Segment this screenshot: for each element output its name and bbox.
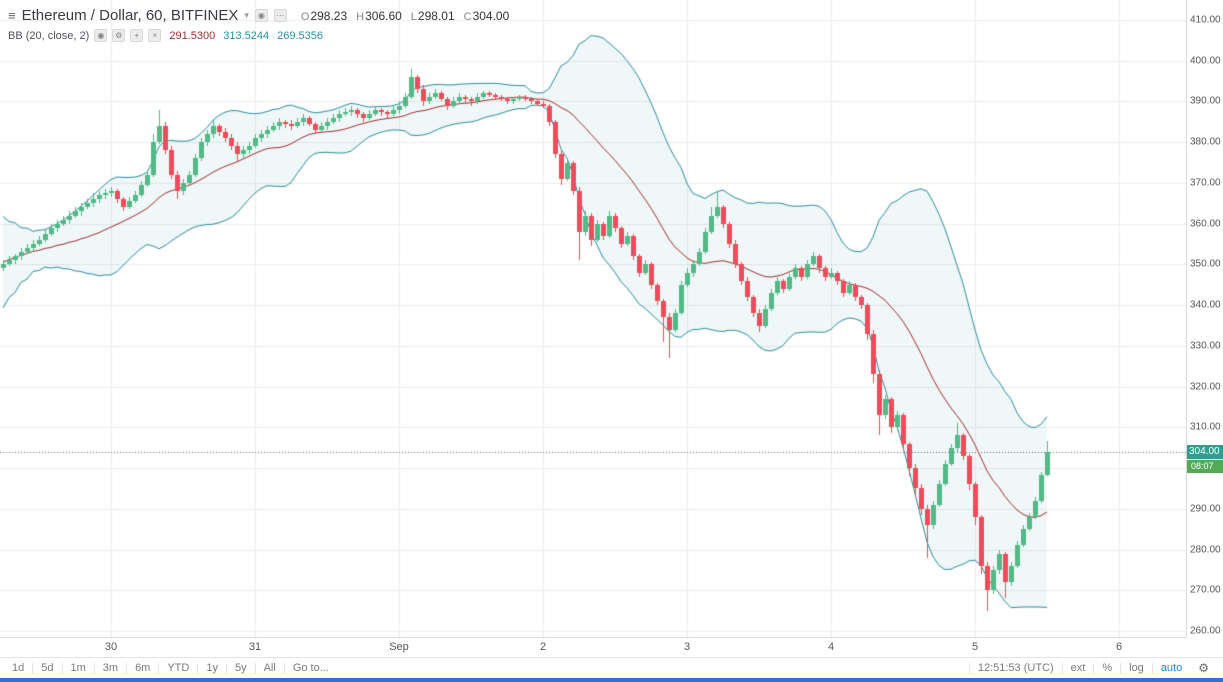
bb-eye-icon[interactable]: ◉ xyxy=(94,29,108,42)
settings-gear-icon[interactable]: ⚙ xyxy=(1198,661,1209,675)
toolbar-separator xyxy=(225,662,227,674)
indicator-label[interactable]: BB (20, close, 2) xyxy=(8,29,90,42)
symbol-dropdown-caret[interactable]: ▾ xyxy=(244,10,249,20)
toolbar-separator xyxy=(126,662,128,674)
range-button-6m[interactable]: 6m xyxy=(135,662,151,674)
countdown-badge: 08:07 xyxy=(1187,459,1223,473)
high-value: 306.60 xyxy=(365,8,402,23)
toolbar-separator xyxy=(283,662,285,674)
goto-button[interactable]: Go to... xyxy=(292,662,329,674)
time-axis-label-3: 3 xyxy=(683,641,691,653)
close-value: 304.00 xyxy=(472,8,510,23)
toolbar-separator xyxy=(1061,662,1063,674)
range-button-5d[interactable]: 5d xyxy=(41,662,54,674)
low-field: L298.01 xyxy=(411,9,455,23)
price-axis-label: 320.00 xyxy=(1190,381,1221,393)
toolbar-right: 12:51:53 (UTC) ext % log auto ⚙ xyxy=(968,661,1223,675)
range-button-1m[interactable]: 1m xyxy=(70,662,86,674)
price-axis[interactable]: 304.00 08:07 410.00 400.00 390.00 380.00 370… xyxy=(1186,0,1223,637)
close-field: C304.00 xyxy=(464,9,510,23)
bb-plus-icon[interactable]: + xyxy=(130,29,144,42)
range-button-3m[interactable]: 3m xyxy=(102,662,119,674)
price-axis-label: 290.00 xyxy=(1190,503,1221,515)
toolbar-separator xyxy=(254,662,256,674)
range-button-5y[interactable]: 5y xyxy=(234,662,247,674)
close-label: C xyxy=(463,10,472,23)
legend-row-indicator: BB (20, close, 2) ◉ ⚙ + × 291.5300 313.5… xyxy=(8,29,509,42)
toolbar-separator xyxy=(61,662,63,674)
price-axis-label: 370.00 xyxy=(1190,177,1221,189)
symbol-title[interactable]: Ethereum / Dollar, 60, BITFINEX xyxy=(21,7,239,24)
log-scale-button[interactable]: log xyxy=(1129,662,1144,674)
price-axis-label: 360.00 xyxy=(1190,218,1221,230)
price-axis-label: 350.00 xyxy=(1190,258,1221,270)
price-axis-label: 280.00 xyxy=(1190,544,1221,556)
ohlc-values: O298.23 H306.60 L298.01 C304.00 xyxy=(301,9,509,23)
time-axis-label-2: 2 xyxy=(539,641,547,653)
auto-scale-button[interactable]: auto xyxy=(1160,662,1183,674)
toolbar-ranges: 1d 5d 1m 3m 6m YTD 1y 5y All Go to... xyxy=(0,662,337,674)
toolbar-separator xyxy=(1120,662,1122,674)
price-axis-label: 410.00 xyxy=(1190,14,1221,26)
extended-hours-button[interactable]: ext xyxy=(1070,662,1086,674)
price-badge: 304.00 xyxy=(1187,444,1223,459)
time-axis-label-31: 31 xyxy=(248,641,262,653)
time-axis-label-5: 5 xyxy=(971,641,979,653)
toolbar-separator xyxy=(197,662,199,674)
toolbar-separator xyxy=(32,662,34,674)
bottom-toolbar: 1d 5d 1m 3m 6m YTD 1y 5y All Go to... 12:51:53 (U… xyxy=(0,657,1223,678)
price-axis-label: 340.00 xyxy=(1190,299,1221,311)
toolbar-separator xyxy=(968,662,970,674)
legend-row-symbol: ≡ Ethereum / Dollar, 60, BITFINEX ▾ ◉ ⋯ … xyxy=(8,7,509,24)
time-axis-label-4: 4 xyxy=(827,641,835,653)
menu-icon[interactable]: ≡ xyxy=(8,8,16,23)
toolbar-separator xyxy=(93,662,95,674)
price-axis-label: 270.00 xyxy=(1190,584,1221,596)
toolbar-separator xyxy=(1093,662,1095,674)
chart-legend: ≡ Ethereum / Dollar, 60, BITFINEX ▾ ◉ ⋯ … xyxy=(8,7,509,42)
bb-close-icon[interactable]: × xyxy=(148,29,162,42)
open-field: O298.23 xyxy=(301,9,347,23)
time-axis-label-30: 30 xyxy=(104,641,118,653)
open-label: O xyxy=(300,10,310,23)
low-label: L xyxy=(410,10,417,23)
bb-upper-value: 313.5244 xyxy=(223,29,270,42)
time-axis[interactable]: 30 31 Sep 2 3 4 5 6 xyxy=(0,637,1186,657)
range-button-ytd[interactable]: YTD xyxy=(167,662,190,674)
price-axis-label: 310.00 xyxy=(1190,421,1221,433)
toolbar-separator xyxy=(1151,662,1153,674)
clock[interactable]: 12:51:53 (UTC) xyxy=(977,662,1054,674)
price-axis-label: 400.00 xyxy=(1190,55,1221,67)
range-button-1d[interactable]: 1d xyxy=(12,662,25,674)
bottom-strip xyxy=(0,678,1223,682)
more-icon[interactable]: ⋯ xyxy=(273,9,287,22)
range-button-1y[interactable]: 1y xyxy=(206,662,218,674)
time-axis-label-6: 6 xyxy=(1115,641,1123,653)
high-label: H xyxy=(356,10,365,23)
range-button-all[interactable]: All xyxy=(263,662,276,674)
chart-canvas[interactable] xyxy=(0,0,1186,637)
price-axis-label: 380.00 xyxy=(1190,136,1221,148)
low-value: 298.01 xyxy=(417,8,455,23)
price-axis-label: 260.00 xyxy=(1190,625,1221,637)
bb-gear-icon[interactable]: ⚙ xyxy=(112,29,126,42)
price-axis-label: 330.00 xyxy=(1190,340,1221,352)
time-axis-label-sep: Sep xyxy=(389,641,409,653)
toolbar-separator xyxy=(158,662,160,674)
percent-scale-button[interactable]: % xyxy=(1102,662,1113,674)
eye-icon[interactable]: ◉ xyxy=(254,9,268,22)
price-axis-label: 390.00 xyxy=(1190,95,1221,107)
bb-lower-value: 269.5356 xyxy=(277,29,323,42)
high-field: H306.60 xyxy=(356,9,402,23)
bb-basis-value: 291.5300 xyxy=(169,29,216,42)
open-value: 298.23 xyxy=(310,8,348,23)
